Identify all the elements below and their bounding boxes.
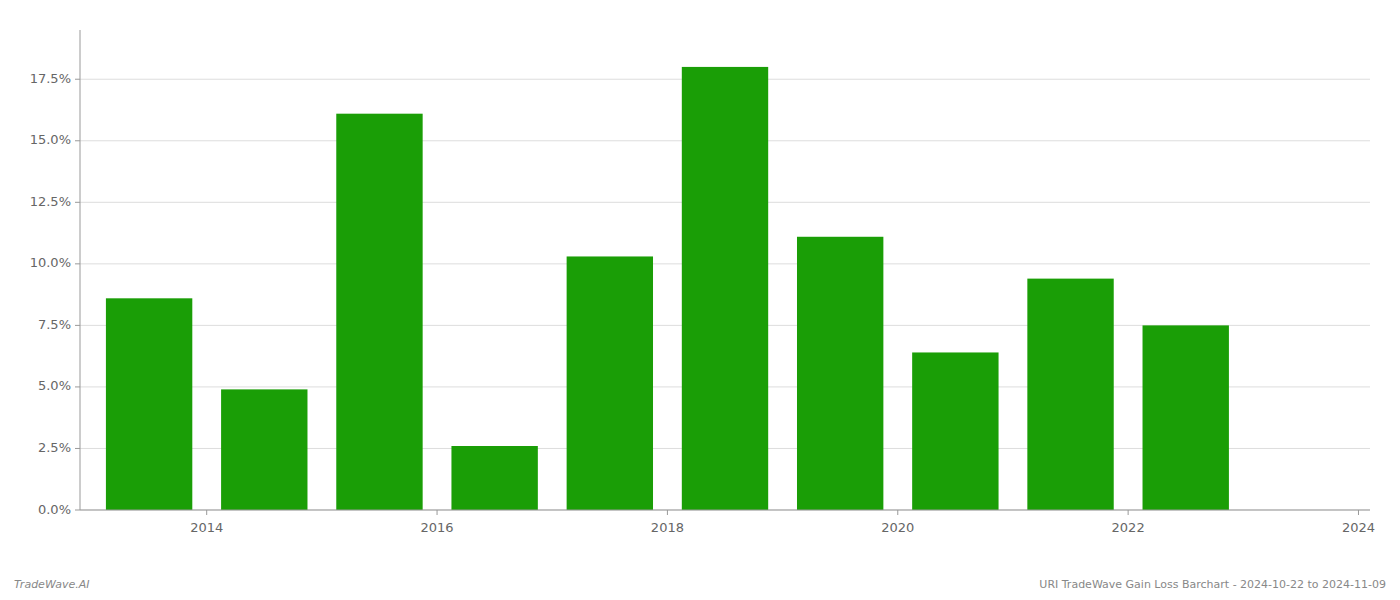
y-tick [75,325,80,326]
x-tick-label: 2018 [651,520,684,535]
x-tick [897,510,898,515]
bar [912,352,998,510]
y-tick [75,386,80,387]
x-tick [1358,510,1359,515]
x-tick [206,510,207,515]
bars [106,67,1229,510]
chart: 0.0% 2.5% 5.0% 7.5% 10.0% 12.5% 15.0% 17.5% 2014… [0,0,1400,600]
x-axis-line [80,510,1370,511]
y-tick-label: 15.0% [30,132,71,147]
y-tick [75,263,80,264]
x-tick-label: 2024 [1342,520,1375,535]
bar [106,298,192,510]
y-tick-label: 5.0% [38,378,71,393]
y-axis-line [80,30,81,510]
x-tick-label: 2014 [190,520,223,535]
bar [1027,279,1113,510]
y-tick-label: 12.5% [30,194,71,209]
y-tick-label: 2.5% [38,440,71,455]
y-tick [75,510,80,511]
x-tick [667,510,668,515]
y-tick-label: 0.0% [38,502,71,517]
bar [451,446,537,510]
bar [682,67,768,510]
grid-line [80,510,1370,511]
x-tick [1128,510,1129,515]
y-tick-label: 10.0% [30,255,71,270]
x-axis: 2014 2016 2018 2020 2022 2024 [80,510,1375,535]
y-tick [75,140,80,141]
x-tick-label: 2016 [421,520,454,535]
annotation: TradeWave.AI [14,578,89,591]
x-tick-label: 2022 [1112,520,1145,535]
y-axis: 0.0% 2.5% 5.0% 7.5% 10.0% 12.5% 15.0% 17.5% [30,30,80,517]
y-tick-label: 17.5% [30,71,71,86]
bar [797,237,883,510]
bar [567,256,653,510]
y-tick [75,79,80,80]
background [0,0,1400,600]
annotation: URI TradeWave Gain Loss Barchart - 2024-… [1039,578,1386,591]
y-tick [75,448,80,449]
x-tick-label: 2020 [881,520,914,535]
bar [1143,325,1229,510]
x-tick [437,510,438,515]
bar [221,389,307,510]
y-tick-label: 7.5% [38,317,71,332]
annotations: TradeWave.AI URI TradeWave Gain Loss Barc… [14,578,1386,591]
y-tick [75,202,80,203]
bar [336,114,422,510]
